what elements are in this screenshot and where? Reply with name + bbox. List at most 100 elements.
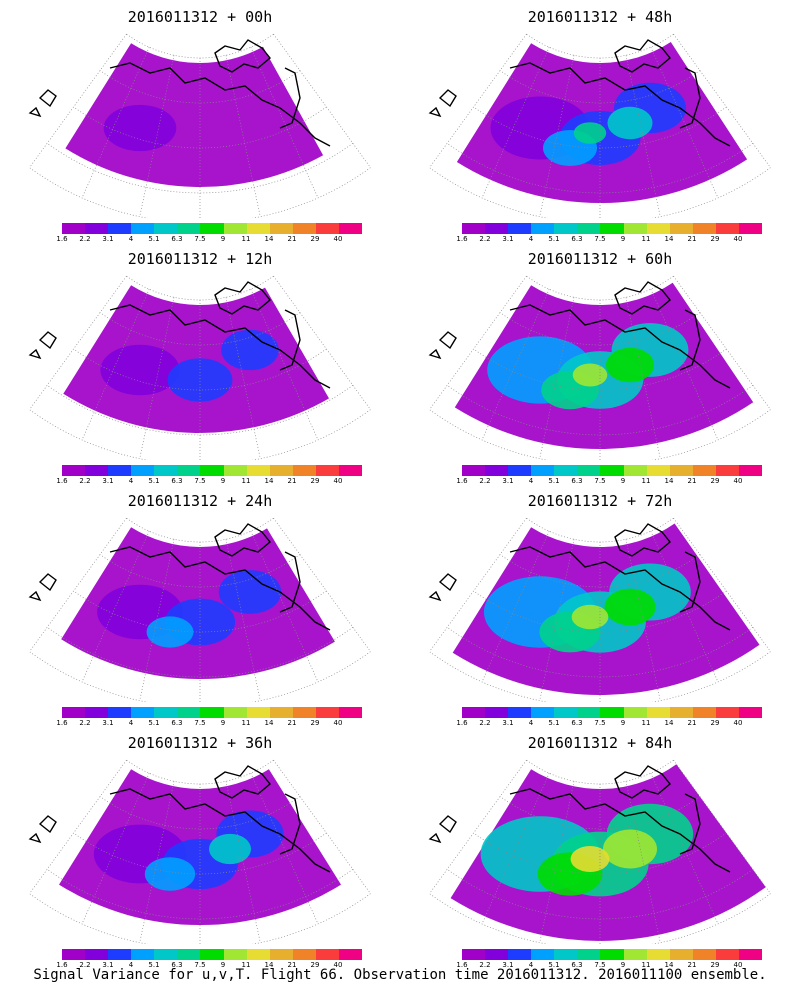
meridian-line [139,539,175,701]
variance-blob [604,588,656,626]
colorbar-labels: 1.6 2.2 3.1 4 5.1 6.3 7.5 9 11 14 21 29 40 [56,961,362,971]
colorbar-swatch [623,949,647,960]
colorbar-swatch [269,223,293,234]
colorbar-tick-label: 7.5 [194,235,206,243]
colorbar-tick-label: 6.3 [571,477,583,485]
parallel-line [473,348,727,391]
colorbar-swatch [292,707,316,718]
coastline-path [109,788,331,873]
coastline-east [679,793,701,855]
colorbar-swatch [154,465,178,476]
colorbar-swatch [577,465,601,476]
colorbar-swatch [131,223,155,234]
colorbar-swatch [485,949,509,960]
variance-blob [144,857,196,891]
figure-caption: Signal Variance for u,v,T. Flight 66. Ob… [33,967,767,983]
meridian-line [273,759,371,894]
panel-title: 2016011312 + 72h [527,492,673,510]
variance-blob [209,833,251,865]
meridian-line [539,539,575,701]
colorbar-labels: 1.6 2.2 3.1 4 5.1 6.3 7.5 9 11 14 21 29 40 [56,719,362,729]
meridian-line [81,289,150,441]
colorbar-tick-label: 3.1 [102,961,114,969]
meridian-line [539,297,575,459]
colorbar-tick-label: 3.1 [502,719,514,727]
meridian-line [625,55,661,217]
coastline-east [679,67,701,129]
colorbar-swatch [715,707,739,718]
parallel-line [429,893,771,944]
colorbar-swatch [669,465,693,476]
meridian-line [650,531,719,683]
colorbar-tick-label: 21 [687,477,697,485]
colorbar-swatch [692,949,716,960]
colorbar-swatch [292,949,316,960]
colorbar-tick-label: 7.5 [194,477,206,485]
variance-blob [571,604,609,630]
map-panel: 2016011312 + 24h 1.6 2.2 3.1 4 5.1 6.3 7.5 9 11 14… [0,484,400,727]
coastline [428,39,731,147]
colorbar-tick-label: 2.2 [79,961,91,969]
lat-lon-grid [29,33,371,218]
colorbar-swatch [554,949,578,960]
colorbar-tick-label: 4 [528,235,534,243]
colorbar-tick-label: 5.1 [548,961,560,969]
colorbar-swatch [531,949,555,960]
colorbar-swatch [462,707,486,718]
colorbar-swatch [85,223,109,234]
colorbar-tick-label: 11 [641,719,651,727]
colorbar-tick-label: 11 [641,477,651,485]
parallel-line [429,651,771,702]
coastline [428,523,731,631]
colorbar-tick-label: 21 [287,961,297,969]
colorbar-swatch [600,949,624,960]
meridian-line [481,47,550,199]
colorbar [462,223,763,234]
colorbar-tick-label: 40 [733,961,743,969]
colorbar-swatch [692,465,716,476]
colorbar-tick-label: 5.1 [148,477,160,485]
parallel-line [429,409,771,460]
arctic-islands [614,523,671,557]
colorbar-tick-label: 21 [287,235,297,243]
colorbar-swatch [669,707,693,718]
colorbar-swatch [692,707,716,718]
colorbar-swatch [269,707,293,718]
colorbar-swatch [623,707,647,718]
colorbar-labels: 1.6 2.2 3.1 4 5.1 6.3 7.5 9 11 14 21 29 40 [456,477,762,487]
colorbar-swatch [154,949,178,960]
variance-blob [603,829,657,869]
parallel-line [126,759,274,785]
meridian-line [225,539,261,701]
colorbar-tick-label: 4 [528,477,534,485]
colorbar-tick-label: 40 [333,719,343,727]
parallel-line [73,348,327,391]
lat-lon-grid [29,759,371,944]
parallel-line [526,33,674,59]
colorbar-tick-label: 3.1 [102,477,114,485]
coastline-east [679,551,701,613]
meridian-line [481,773,550,925]
colorbar-tick-label: 5.1 [548,477,560,485]
parallel-line [473,106,727,149]
colorbar-tick-label: 40 [733,719,743,727]
parallel-line [73,106,327,149]
coastline [28,765,331,873]
colorbar-tick-label: 40 [333,235,343,243]
colorbar-tick-label: 6.3 [171,235,183,243]
colorbar-swatch [62,223,86,234]
map-panel: 2016011312 + 72h 1.6 2.2 3.1 4 5.1 6.3 7.5 9 11 14… [400,484,800,727]
coastline [428,765,731,873]
coastline-path [509,546,731,631]
parallel-line [446,869,754,920]
parallel-line [46,627,354,678]
colorbar-tick-label: 4 [128,477,134,485]
colorbar-tick-label: 9 [220,477,226,485]
colorbar-swatch [738,949,763,960]
colorbar [462,949,763,960]
colorbar [62,223,363,234]
arctic-islands [214,39,271,73]
colorbar-tick-label: 6.3 [571,961,583,969]
colorbar-labels: 1.6 2.2 3.1 4 5.1 6.3 7.5 9 11 14 21 29 40 [456,961,762,971]
colorbar-swatch [292,223,316,234]
